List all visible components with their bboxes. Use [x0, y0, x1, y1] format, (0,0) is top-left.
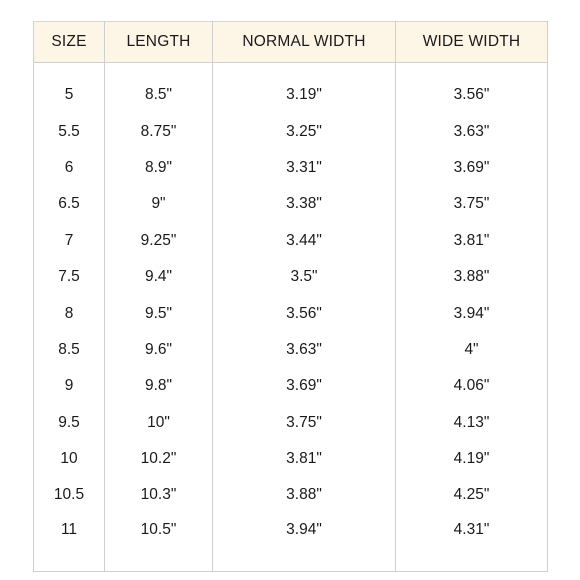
normal-width-cell: 3.25": [212, 113, 396, 150]
table-row: 6 8.9" 3.31" 3.69": [33, 149, 548, 187]
length-cell: 9": [104, 186, 213, 223]
wide-width-cell: 4.19": [395, 440, 548, 478]
normal-width-cell: 3.69": [212, 368, 396, 405]
length-cell: 10.2": [104, 440, 213, 478]
table-body: 5 8.5" 3.19" 3.56" 5.5 8.75" 3.25" 3.63" 6 8.9" 3.…: [33, 62, 548, 572]
table-spacer-row: [33, 62, 548, 77]
wide-width-cell: 3.94": [395, 295, 548, 332]
table-row: 10.5 10.3" 3.88" 4.25": [33, 477, 548, 514]
size-cell: 9.5: [33, 404, 105, 441]
normal-width-cell: 3.94": [212, 513, 396, 572]
wide-width-cell: 4.06": [395, 368, 548, 405]
normal-width-cell: 3.44": [212, 222, 396, 259]
wide-width-cell: 4.25": [395, 477, 548, 514]
wide-width-cell: 4.13": [395, 404, 548, 441]
header-wide-width: WIDE WIDTH: [395, 21, 548, 63]
normal-width-cell: 3.19": [212, 77, 396, 114]
table-row: 6.5 9" 3.38" 3.75": [33, 186, 548, 223]
header-size: SIZE: [33, 21, 105, 63]
size-cell: 10: [33, 440, 105, 478]
length-cell: 9.6": [104, 331, 213, 369]
normal-width-cell: 3.75": [212, 404, 396, 441]
wide-width-cell: 3.75": [395, 186, 548, 223]
length-cell: 8.75": [104, 113, 213, 150]
normal-width-cell: 3.5": [212, 258, 396, 296]
length-cell: 9.5": [104, 295, 213, 332]
length-cell: 10": [104, 404, 213, 441]
table-row: 9 9.8" 3.69" 4.06": [33, 368, 548, 405]
table-row: 9.5 10" 3.75" 4.13": [33, 404, 548, 441]
normal-width-cell: 3.38": [212, 186, 396, 223]
length-cell: 8.5": [104, 77, 213, 114]
size-cell: 10.5: [33, 477, 105, 514]
wide-width-cell: 4.31": [395, 513, 548, 572]
table-row: 7 9.25" 3.44" 3.81": [33, 222, 548, 259]
table-header: SIZE LENGTH NORMAL WIDTH WIDE WIDTH: [33, 21, 548, 63]
length-cell: 10.3": [104, 477, 213, 514]
normal-width-cell: 3.63": [212, 331, 396, 369]
length-cell: 9.4": [104, 258, 213, 296]
wide-width-cell: 3.88": [395, 258, 548, 296]
length-cell: 9.25": [104, 222, 213, 259]
header-normal-width: NORMAL WIDTH: [212, 21, 396, 63]
size-cell: 6.5: [33, 186, 105, 223]
length-cell: 9.8": [104, 368, 213, 405]
size-cell: 9: [33, 368, 105, 405]
normal-width-cell: 3.31": [212, 149, 396, 187]
table-row: 8 9.5" 3.56" 3.94": [33, 295, 548, 332]
size-cell: 6: [33, 149, 105, 187]
wide-width-cell: 4": [395, 331, 548, 369]
size-cell: 5.5: [33, 113, 105, 150]
normal-width-cell: 3.81": [212, 440, 396, 478]
size-cell: 7.5: [33, 258, 105, 296]
length-cell: 10.5": [104, 513, 213, 572]
table-row: 10 10.2" 3.81" 4.19": [33, 440, 548, 478]
table-row: 5 8.5" 3.19" 3.56": [33, 77, 548, 114]
wide-width-cell: 3.56": [395, 77, 548, 114]
normal-width-cell: 3.56": [212, 295, 396, 332]
size-cell: 8: [33, 295, 105, 332]
wide-width-cell: 3.63": [395, 113, 548, 150]
table-row: 5.5 8.75" 3.25" 3.63": [33, 113, 548, 150]
table-row: 11 10.5" 3.94" 4.31": [33, 513, 548, 572]
size-cell: 7: [33, 222, 105, 259]
normal-width-cell: 3.88": [212, 477, 396, 514]
table-row: 7.5 9.4" 3.5" 3.88": [33, 258, 548, 296]
length-cell: 8.9": [104, 149, 213, 187]
size-cell: 8.5: [33, 331, 105, 369]
header-row: SIZE LENGTH NORMAL WIDTH WIDE WIDTH: [33, 21, 548, 63]
table-row: 8.5 9.6" 3.63" 4": [33, 331, 548, 369]
header-length: LENGTH: [104, 21, 213, 63]
wide-width-cell: 3.69": [395, 149, 548, 187]
wide-width-cell: 3.81": [395, 222, 548, 259]
size-cell: 11: [33, 513, 105, 572]
size-chart-table: SIZE LENGTH NORMAL WIDTH WIDE WIDTH 5 8.5…: [33, 21, 548, 572]
size-cell: 5: [33, 77, 105, 114]
